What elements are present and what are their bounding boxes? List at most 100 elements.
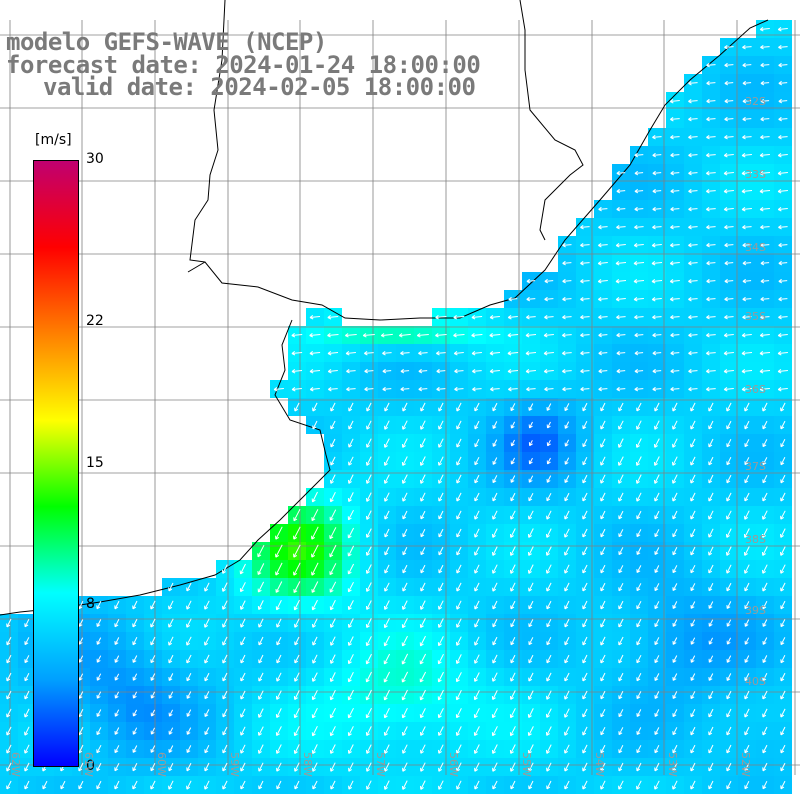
wind-arrow bbox=[474, 744, 480, 754]
wind-arrow bbox=[618, 529, 624, 538]
wind-arrow bbox=[347, 545, 355, 557]
wind-arrow bbox=[489, 332, 501, 338]
wind-arrow bbox=[204, 691, 210, 700]
wind-arrow bbox=[204, 709, 210, 718]
wind-arrow bbox=[582, 402, 588, 412]
wind-arrow bbox=[780, 637, 786, 646]
wind-arrow bbox=[510, 403, 516, 412]
model-title: modelo GEFS-WAVE (NCEP) bbox=[6, 28, 327, 56]
wind-arrow bbox=[688, 98, 698, 104]
wind-arrow bbox=[564, 690, 570, 700]
lat-label: 36S bbox=[745, 383, 766, 396]
wind-arrow bbox=[204, 618, 210, 628]
wind-arrow bbox=[634, 386, 644, 392]
wind-arrow bbox=[762, 510, 768, 520]
wind-arrow bbox=[222, 564, 228, 574]
wind-arrow bbox=[257, 581, 265, 593]
wind-arrow bbox=[491, 690, 498, 701]
wind-arrow bbox=[600, 762, 606, 772]
wind-arrow bbox=[474, 564, 480, 574]
wind-arrow bbox=[708, 456, 714, 466]
wind-arrow bbox=[474, 474, 480, 484]
wind-arrow bbox=[222, 654, 228, 664]
wind-arrow bbox=[150, 691, 156, 699]
wind-arrow bbox=[24, 618, 30, 628]
wind-arrow bbox=[690, 564, 696, 574]
wind-arrow bbox=[724, 314, 734, 320]
wind-arrow bbox=[528, 528, 534, 538]
wind-arrow bbox=[636, 402, 642, 412]
wind-arrow bbox=[708, 780, 714, 790]
wind-arrow bbox=[364, 386, 374, 392]
wind-arrow bbox=[453, 314, 465, 320]
wind-arrow bbox=[690, 583, 696, 592]
wind-arrow bbox=[330, 780, 336, 790]
wind-arrow bbox=[204, 582, 210, 592]
wind-arrow bbox=[546, 708, 552, 718]
wind-arrow bbox=[327, 315, 339, 320]
wind-arrow bbox=[708, 708, 714, 718]
wind-arrow bbox=[726, 492, 732, 502]
wind-arrow bbox=[492, 439, 498, 447]
wind-arrow bbox=[600, 600, 606, 610]
wind-arrow bbox=[742, 260, 752, 266]
wind-arrow bbox=[168, 636, 174, 646]
wind-arrow bbox=[293, 526, 301, 540]
wind-arrow bbox=[455, 708, 462, 719]
wind-arrow bbox=[652, 170, 662, 176]
wind-arrow bbox=[401, 671, 409, 683]
wind-arrow bbox=[762, 726, 768, 736]
wind-arrow bbox=[562, 314, 572, 320]
wind-arrow bbox=[618, 762, 624, 772]
wind-arrow bbox=[311, 562, 319, 576]
wind-arrow bbox=[744, 601, 750, 610]
wind-arrow bbox=[652, 224, 662, 230]
wind-arrow bbox=[726, 564, 732, 574]
wind-arrow bbox=[778, 116, 788, 122]
wind-arrow bbox=[491, 708, 498, 719]
wind-arrow bbox=[366, 492, 372, 502]
wind-arrow bbox=[528, 421, 533, 429]
wind-arrow bbox=[96, 637, 102, 645]
wind-arrow bbox=[582, 708, 588, 718]
wind-arrow bbox=[616, 188, 626, 194]
valid-date: valid date: 2024-02-05 18:00:00 bbox=[43, 73, 476, 101]
wind-arrow bbox=[456, 546, 462, 556]
wind-arrow bbox=[724, 260, 734, 266]
wind-arrow bbox=[384, 528, 390, 538]
wind-arrow bbox=[418, 368, 428, 374]
wind-arrow bbox=[762, 762, 768, 772]
wind-arrow bbox=[706, 386, 716, 392]
wind-arrow bbox=[741, 152, 752, 158]
wind-arrow bbox=[600, 708, 606, 718]
wind-arrow bbox=[398, 333, 411, 338]
wind-arrow bbox=[402, 546, 408, 556]
wind-arrow bbox=[527, 726, 534, 737]
wind-arrow bbox=[273, 387, 284, 392]
wind-arrow bbox=[293, 508, 301, 522]
wind-arrow bbox=[672, 402, 678, 412]
wind-arrow bbox=[708, 420, 714, 430]
wind-arrow bbox=[24, 690, 30, 700]
wind-arrow bbox=[365, 707, 372, 719]
wind-arrow bbox=[708, 510, 714, 520]
wind-arrow bbox=[96, 762, 102, 772]
wind-arrow bbox=[688, 368, 698, 374]
wind-arrow bbox=[222, 636, 228, 646]
wind-arrow bbox=[651, 261, 663, 266]
wind-arrow bbox=[492, 546, 498, 556]
wind-arrow bbox=[312, 780, 318, 790]
wind-arrow bbox=[365, 671, 372, 683]
wind-arrow bbox=[654, 762, 660, 772]
wind-arrow bbox=[384, 600, 390, 610]
wind-arrow bbox=[760, 314, 770, 320]
lat-label: 32S bbox=[745, 95, 766, 108]
colorbar-tick: 22 bbox=[86, 312, 104, 329]
lon-label: 53W bbox=[666, 752, 679, 777]
wind-arrow bbox=[383, 671, 391, 683]
wind-arrow bbox=[527, 708, 534, 719]
wind-arrow bbox=[708, 726, 714, 736]
wind-arrow bbox=[528, 457, 533, 465]
wind-arrow bbox=[366, 582, 372, 592]
wind-arrow bbox=[654, 420, 660, 430]
